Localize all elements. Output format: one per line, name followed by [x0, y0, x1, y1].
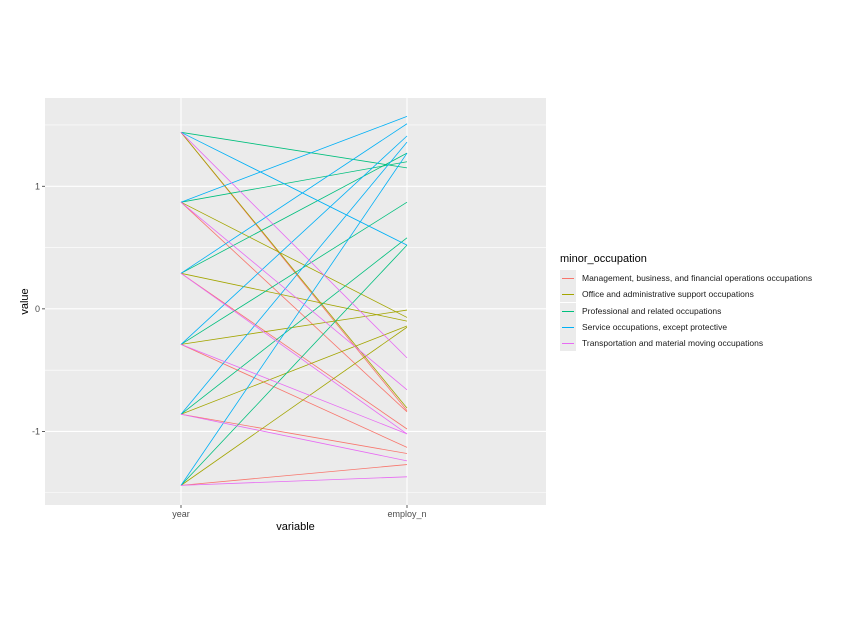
series-line — [180, 272, 408, 430]
series-line — [180, 325, 408, 415]
series-line — [180, 237, 408, 415]
series-line — [180, 272, 408, 322]
series-line — [180, 123, 408, 274]
series-group — [180, 131, 408, 486]
legend-label: Professional and related occupations — [582, 305, 722, 316]
legend-label: Management, business, and financial oper… — [582, 273, 813, 284]
legend: minor_occupation Management, business, a… — [560, 253, 813, 352]
series-line — [180, 152, 408, 274]
series-line — [180, 413, 408, 462]
legend-item: Management, business, and financial oper… — [560, 270, 813, 287]
legend-swatch — [562, 327, 574, 329]
y-tick-label: 1 — [35, 181, 40, 191]
legend-label: Service occupations, except protective — [582, 322, 728, 333]
legend-key — [560, 335, 576, 352]
series-line — [180, 116, 408, 203]
legend-swatch — [562, 310, 574, 312]
legend-key — [560, 319, 576, 336]
series-line — [180, 201, 408, 413]
x-axis: year employ_n — [172, 505, 427, 519]
series-line — [180, 132, 408, 409]
series-line — [180, 464, 408, 486]
series-line — [180, 326, 408, 486]
legend-key — [560, 286, 576, 303]
series-group — [180, 132, 408, 486]
series-line — [180, 272, 408, 435]
legend-items: Management, business, and financial oper… — [560, 270, 813, 352]
legend-label: Office and administrative support occupa… — [582, 289, 754, 300]
legend-item: Professional and related occupations — [560, 302, 812, 319]
legend-item: Office and administrative support occupa… — [560, 286, 812, 303]
legend-swatch — [562, 278, 574, 280]
legend-swatch — [562, 343, 574, 345]
legend-item: Service occupations, except protective — [560, 319, 812, 336]
series-line — [180, 344, 408, 448]
series-line — [180, 131, 408, 246]
x-tick-label: employ_n — [387, 509, 426, 519]
legend-key — [560, 270, 576, 287]
x-axis-title: variable — [276, 521, 315, 533]
legend-item: Transportation and material moving occup… — [560, 335, 812, 352]
series-line — [180, 161, 408, 203]
series-line — [180, 152, 408, 486]
grid-minor — [45, 124, 546, 494]
series-line — [180, 135, 408, 345]
series-line — [180, 476, 408, 486]
plot-panel — [45, 98, 546, 505]
series-line — [180, 141, 408, 415]
series-line — [180, 413, 408, 454]
series-line — [180, 132, 408, 359]
series-group — [180, 132, 408, 486]
series-line — [180, 309, 408, 345]
series-group — [180, 116, 408, 486]
y-axis-title: value — [19, 288, 31, 314]
y-tick-label: -1 — [32, 426, 40, 436]
series-line — [180, 131, 408, 169]
legend-title: minor_occupation — [560, 253, 647, 265]
series-line — [180, 244, 408, 486]
series-line — [180, 201, 408, 391]
legend-label: Transportation and material moving occup… — [582, 338, 764, 349]
legend-swatch — [562, 294, 574, 296]
series-line — [180, 201, 408, 318]
x-tick-label: year — [172, 509, 190, 519]
y-tick-label: 0 — [35, 304, 40, 314]
legend-key — [560, 302, 576, 319]
series-lines — [180, 116, 408, 486]
series-line — [180, 344, 408, 435]
y-axis: -1 0 1 — [32, 181, 45, 436]
